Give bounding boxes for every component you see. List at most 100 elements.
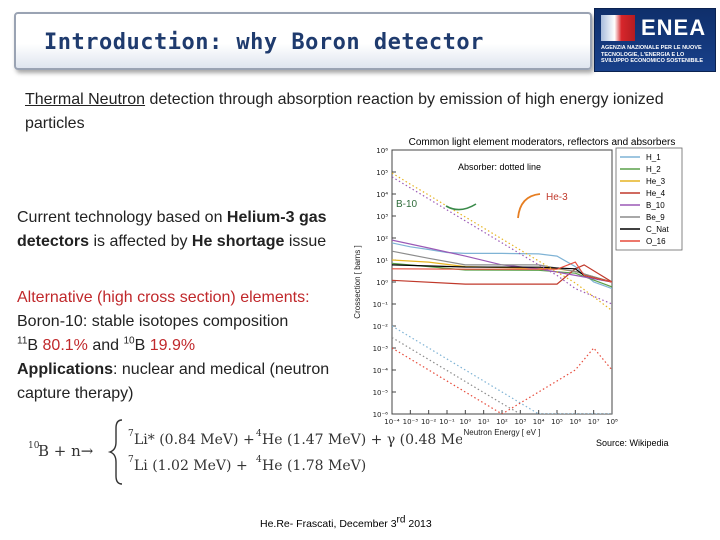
flag-icon	[601, 15, 635, 41]
x-tick-label: 10⁶	[569, 418, 581, 426]
intro-text: Thermal Neutron detection through absorp…	[25, 88, 675, 136]
x-tick-label: 10⁵	[551, 418, 563, 426]
current-technology-text: Current technology based on Helium-3 gas…	[17, 206, 357, 254]
legend-label: O_16	[646, 237, 666, 246]
x-tick-label: 10⁰	[459, 418, 471, 426]
title-box	[14, 12, 592, 70]
page-title: Introduction: why Boron detector	[44, 30, 484, 55]
legend-label: He_4	[646, 189, 666, 198]
applications-label: Applications	[17, 361, 114, 378]
current-t2: is affected by	[89, 233, 192, 250]
legend-label: B_10	[646, 201, 665, 210]
y-tick-label: 10⁻⁵	[373, 389, 389, 397]
legend-label: H_1	[646, 153, 661, 162]
legend-label: C_Nat	[646, 225, 669, 234]
eq-row1-mass1: 7	[128, 429, 134, 439]
x-tick-label: 10¹	[478, 418, 490, 426]
y-tick-label: 10⁻³	[373, 345, 389, 353]
y-tick-label: 10⁵	[376, 169, 388, 177]
iso2-pct: 19.9%	[149, 337, 196, 354]
source-label: Source: Wikipedia	[596, 438, 669, 448]
chart-svg: Common light element moderators, reflect…	[353, 137, 683, 437]
cross-section-chart: Common light element moderators, reflect…	[350, 134, 688, 442]
legend-label: H_2	[646, 165, 661, 174]
y-tick-label: 10⁻⁴	[373, 367, 389, 375]
eq-row2-mass1: 7	[128, 455, 134, 465]
iso1-rest: B	[27, 337, 43, 354]
footer: He.Re- Frascati, December 3rd 2013	[260, 514, 432, 530]
y-tick-label: 10⁴	[376, 191, 388, 199]
alt-applications: Applications: nuclear and medical (neutr…	[17, 358, 357, 406]
footer-year: 2013	[405, 518, 432, 530]
header: Introduction: why Boron detector ENEA AG…	[0, 0, 720, 76]
y-tick-label: 10²	[376, 235, 388, 243]
alt-isotopes: 11B 80.1% and 10B 19.9%	[17, 334, 357, 358]
eq-brace	[107, 419, 123, 485]
eq-lhs: B + n→	[38, 442, 94, 460]
x-tick-label: 10⁻⁴	[384, 418, 400, 426]
legend-label: Be_9	[646, 213, 665, 222]
x-tick-label: 10⁴	[533, 418, 545, 426]
x-tick-label: 10⁻¹	[439, 418, 455, 426]
equation-svg: 10 B + n→ 7 Li* (0.84 MeV) + 4 He (1.47 …	[28, 419, 479, 485]
current-b1: Helium-3 gas detectors	[17, 209, 327, 250]
current-t1: Current technology based on	[17, 209, 227, 226]
iso2-mass: 10	[123, 335, 135, 347]
y-tick-label: 10⁻²	[373, 323, 389, 331]
eq-row2-mass2: 4	[256, 455, 262, 465]
alternative-text: Alternative (high cross section) element…	[17, 286, 357, 406]
eq-lhs-mass: 10	[28, 441, 40, 451]
x-axis-label: Neutron Energy [ eV ]	[464, 428, 541, 437]
intro-underlined: Thermal Neutron	[25, 91, 146, 108]
y-tick-label: 10⁰	[376, 279, 388, 287]
eq-row1-p2: He (1.47 MeV) + γ (0.48 MeV)	[262, 432, 462, 448]
alt-boron10: Boron-10	[17, 313, 83, 330]
alt-line2: Boron-10: stable isotopes composition	[17, 310, 357, 334]
y-tick-label: 10¹	[376, 257, 388, 265]
x-tick-label: 10³	[514, 418, 526, 426]
series-line-he-3-abs-	[392, 172, 612, 312]
iso2-rest: B	[134, 337, 150, 354]
x-tick-label: 10⁻²	[421, 418, 437, 426]
logo-name: ENEA	[641, 15, 707, 40]
intro-rest: detection through absorption reaction by…	[25, 91, 664, 132]
legend-box	[615, 147, 683, 251]
y-tick-label: 10⁻⁶	[373, 411, 389, 419]
iso-and: and	[87, 337, 124, 354]
eq-row1-p1: Li* (0.84 MeV) +	[134, 432, 255, 448]
he3-arrow	[517, 193, 541, 219]
series-line-o-16	[392, 261, 612, 283]
series-line-he-4	[392, 264, 612, 285]
y-tick-label: 10³	[376, 213, 388, 221]
enea-logo: ENEA AGENZIA NAZIONALE PER LE NUOVE TECN…	[594, 8, 716, 72]
current-t3: issue	[284, 233, 327, 250]
y-tick-label: 10⁻¹	[373, 301, 389, 309]
logo-subtitle: AGENZIA NAZIONALE PER LE NUOVE TECNOLOGI…	[601, 45, 704, 64]
footer-sup: rd	[396, 514, 406, 526]
iso1-pct: 80.1%	[42, 337, 88, 354]
iso1-mass: 11	[17, 335, 28, 347]
applications-text: : nuclear and medical (neutron capture t…	[17, 361, 330, 402]
annotation-absorber: Absorber: dotted line	[458, 162, 541, 172]
reaction-equation: 10 B + n→ 7 Li* (0.84 MeV) + 4 He (1.47 …	[22, 412, 479, 492]
y-axis-label: Crossection [ barns ]	[353, 245, 362, 318]
eq-row1-mass2: 4	[256, 429, 262, 439]
alt-line1: Alternative (high cross section) element…	[17, 289, 310, 306]
series-line-be-9-abs-	[392, 336, 521, 414]
x-tick-label: 10⁷	[588, 418, 600, 426]
b10-arrow	[445, 203, 477, 211]
alt-line2-rest: : stable isotopes composition	[82, 313, 289, 330]
chart-title: Common light element moderators, reflect…	[409, 137, 676, 148]
eq-row2-p2: He (1.78 MeV)	[262, 458, 366, 474]
annotation-b10: B-10	[396, 199, 418, 210]
eq-row2-p1: Li (1.02 MeV) +	[134, 458, 248, 474]
y-tick-label: 10⁶	[376, 147, 388, 155]
x-tick-label: 10²	[496, 418, 508, 426]
x-tick-label: 10⁻³	[403, 418, 419, 426]
legend-label: He_3	[646, 177, 666, 186]
footer-text: He.Re- Frascati, December 3	[260, 518, 397, 530]
current-b2: He shortage	[191, 233, 285, 250]
x-tick-label: 10⁸	[606, 418, 618, 426]
series-line-b-10-abs-	[392, 176, 612, 305]
annotation-he3: He-3	[546, 192, 568, 203]
